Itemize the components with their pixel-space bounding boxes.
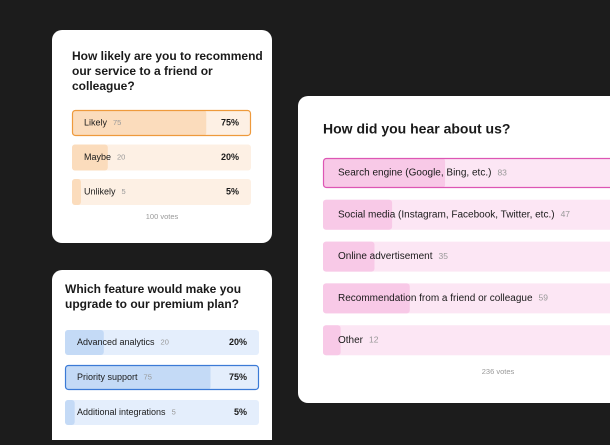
question: upgrade to our premium plan? <box>65 297 239 311</box>
percent: 75% <box>229 372 247 382</box>
percent: 20% <box>221 152 239 162</box>
vote-count: 20 <box>117 152 125 161</box>
vote-count: 20 <box>161 337 169 346</box>
vote-count: 12 <box>369 334 379 344</box>
vote-count: 5 <box>172 407 176 416</box>
option-label: Likely <box>84 117 108 127</box>
vote-count: 75 <box>144 372 152 381</box>
total-votes: 100 votes <box>146 212 179 221</box>
option-label: Social media (Instagram, Facebook, Twitt… <box>338 209 555 220</box>
percent: 5% <box>234 407 247 417</box>
vote-count: 59 <box>539 293 549 303</box>
question: How did you hear about us? <box>323 121 510 137</box>
vote-count: 83 <box>497 167 507 177</box>
percent: 20% <box>229 337 247 347</box>
question: How likely are you to recommend <box>72 49 263 63</box>
question: colleague? <box>72 79 135 93</box>
option-fill <box>72 179 81 205</box>
option-label: Recommendation from a friend or colleagu… <box>338 293 533 304</box>
vote-count: 35 <box>439 251 449 261</box>
percent: 5% <box>226 186 239 196</box>
poll-card: How did you hear about us? Search engine … <box>298 96 610 403</box>
option-label: Additional integrations <box>77 407 166 417</box>
question: Which feature would make you <box>65 282 241 296</box>
option-label: Online advertisement <box>338 251 433 262</box>
option-label: Advanced analytics <box>77 337 155 347</box>
option-label: Priority support <box>77 372 138 382</box>
percent: 75% <box>221 117 239 127</box>
vote-count: 47 <box>561 209 571 219</box>
question: our service to a friend or <box>72 64 213 78</box>
option-fill <box>65 400 75 425</box>
total-votes: 236 votes <box>482 367 515 376</box>
option-track <box>323 325 610 355</box>
vote-count: 5 <box>122 187 126 196</box>
option-label: Other <box>338 335 364 346</box>
vote-count: 75 <box>113 118 121 127</box>
option-label: Search engine (Google, Bing, etc.) <box>338 168 491 179</box>
option-label: Maybe <box>84 152 111 162</box>
option-label: Unlikely <box>84 186 116 196</box>
